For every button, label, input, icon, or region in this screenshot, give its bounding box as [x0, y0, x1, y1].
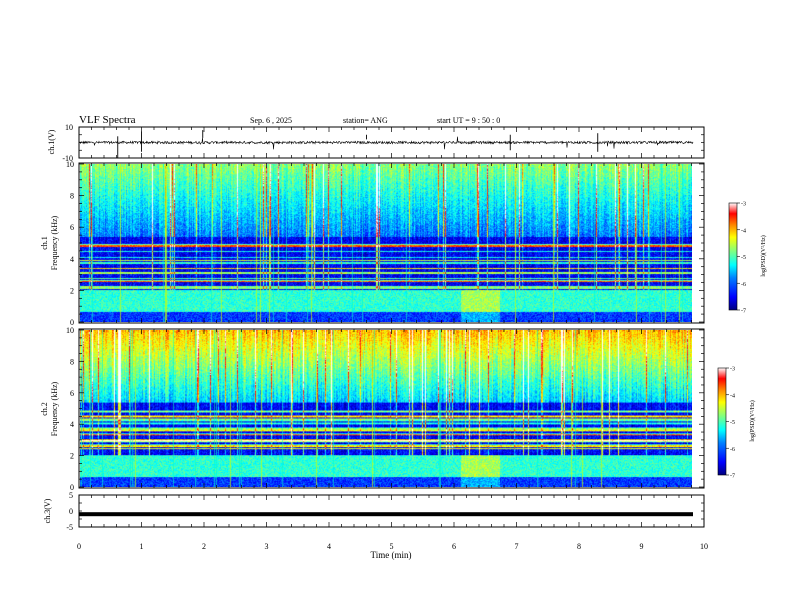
y-tick-label: 10 — [66, 326, 74, 335]
ch3-ytick-mid: 0 — [69, 507, 73, 516]
ch1-spectrogram-yticks: 0 2 4 6 8 10 — [66, 160, 704, 327]
y-tick-label: 6 — [70, 389, 74, 398]
time-axis-label: Time (min) — [371, 550, 412, 560]
ch3-ytick-bottom: -5 — [66, 523, 73, 532]
colorbar-tick-label: -7 — [741, 309, 746, 315]
y-tick-label: 8 — [70, 357, 74, 366]
ch1-ytick-top: 10 — [65, 123, 73, 132]
x-tick-label: 9 — [640, 542, 644, 551]
x-tick-label: 8 — [577, 542, 581, 551]
ch1-colorbar-ticks: -3 -4 -5 -6 -7 — [737, 202, 746, 315]
y-tick-label: 10 — [66, 160, 74, 169]
ch2-spectrogram-image — [80, 330, 692, 487]
ch3-ylabel: ch.3(V) — [43, 498, 52, 523]
colorbar-tick-label: -7 — [730, 474, 735, 480]
y-tick-label: 0 — [70, 483, 74, 492]
ch2-spectrogram-panel: 0 2 4 6 8 10 ch.2 Frequency (kHz) — [40, 326, 705, 492]
ch1-waveform-trace — [78, 130, 694, 158]
x-tick-label: 1 — [140, 542, 144, 551]
ch1-spectrogram-image — [80, 164, 692, 322]
y-tick-label: 4 — [70, 255, 74, 264]
y-tick-label: 6 — [70, 223, 74, 232]
x-tick-label: 3 — [265, 542, 269, 551]
figure-title: VLF Spectra — [79, 114, 136, 126]
date-label: Sep. 6 , 2025 — [250, 116, 292, 125]
y-tick-label: 8 — [70, 192, 74, 201]
ch1-ytick-bottom: -10 — [62, 154, 73, 163]
x-tick-label: 7 — [515, 542, 519, 551]
ch3-waveform-panel: 5 0 -5 ch.3(V) — [43, 491, 705, 532]
ch1-colorbar: -3 -4 -5 -6 -7 log(PSD)(V²/Hz) — [728, 202, 767, 315]
x-tick-label: 10 — [700, 542, 708, 551]
time-axis-ticks — [78, 126, 705, 528]
ch1-colorbar-gradient — [728, 202, 738, 311]
ch2-spec-ylabel-channel: ch.2 — [40, 402, 49, 416]
y-tick-label: 2 — [70, 452, 74, 461]
x-tick-label: 6 — [452, 542, 456, 551]
ch1-waveform-path — [78, 136, 694, 150]
ch2-colorbar-gradient — [717, 367, 727, 476]
colorbar-tick-label: -4 — [730, 393, 735, 399]
ch2-spec-ylabel-freq: Frequency (kHz) — [50, 381, 59, 436]
ch3-ytick-top: 5 — [69, 491, 73, 500]
colorbar-tick-label: -6 — [730, 447, 735, 453]
ch1-spec-ylabel-freq: Frequency (kHz) — [50, 215, 59, 270]
ch1-spectrogram-panel: 0 2 4 6 8 10 ch.1 Frequency (kHz) — [40, 160, 705, 327]
y-tick-label: 4 — [70, 420, 74, 429]
colorbar-tick-label: -5 — [730, 420, 735, 426]
y-tick-label: 2 — [70, 286, 74, 295]
ch2-spectrogram-yticks: 0 2 4 6 8 10 — [66, 326, 704, 492]
start-time-label: start UT = 9 : 50 : 0 — [437, 116, 500, 125]
x-tick-label: 2 — [202, 542, 206, 551]
ch1-spec-ylabel-channel: ch.1 — [40, 236, 49, 250]
ch2-colorbar-ticks: -3 -4 -5 -6 -7 — [726, 367, 735, 480]
station-label: station= ANG — [343, 116, 388, 125]
colorbar-tick-label: -6 — [741, 282, 746, 288]
ch1-ylabel: ch.1(V) — [47, 129, 56, 154]
x-tick-label: 0 — [77, 542, 81, 551]
x-tick-label: 5 — [390, 542, 394, 551]
colorbar-tick-label: -3 — [741, 202, 746, 208]
ch2-colorbar: -3 -4 -5 -6 -7 log(PSD)(V²/Hz) — [717, 367, 756, 480]
ch2-colorbar-label: log(PSD)(V²/Hz) — [749, 400, 756, 441]
ch3-waveform-trace — [79, 512, 693, 517]
time-axis-tick-labels: 0 1 2 3 4 5 6 7 8 9 10 — [77, 542, 708, 551]
ch1-waveform-panel: 10 -10 ch.1(V) — [47, 123, 705, 163]
colorbar-tick-label: -3 — [730, 367, 735, 373]
y-tick-label: 0 — [70, 318, 74, 327]
x-tick-label: 4 — [327, 542, 331, 551]
colorbar-tick-label: -4 — [741, 228, 746, 234]
ch1-colorbar-label: log(PSD)(V²/Hz) — [760, 235, 767, 276]
colorbar-tick-label: -5 — [741, 255, 746, 261]
